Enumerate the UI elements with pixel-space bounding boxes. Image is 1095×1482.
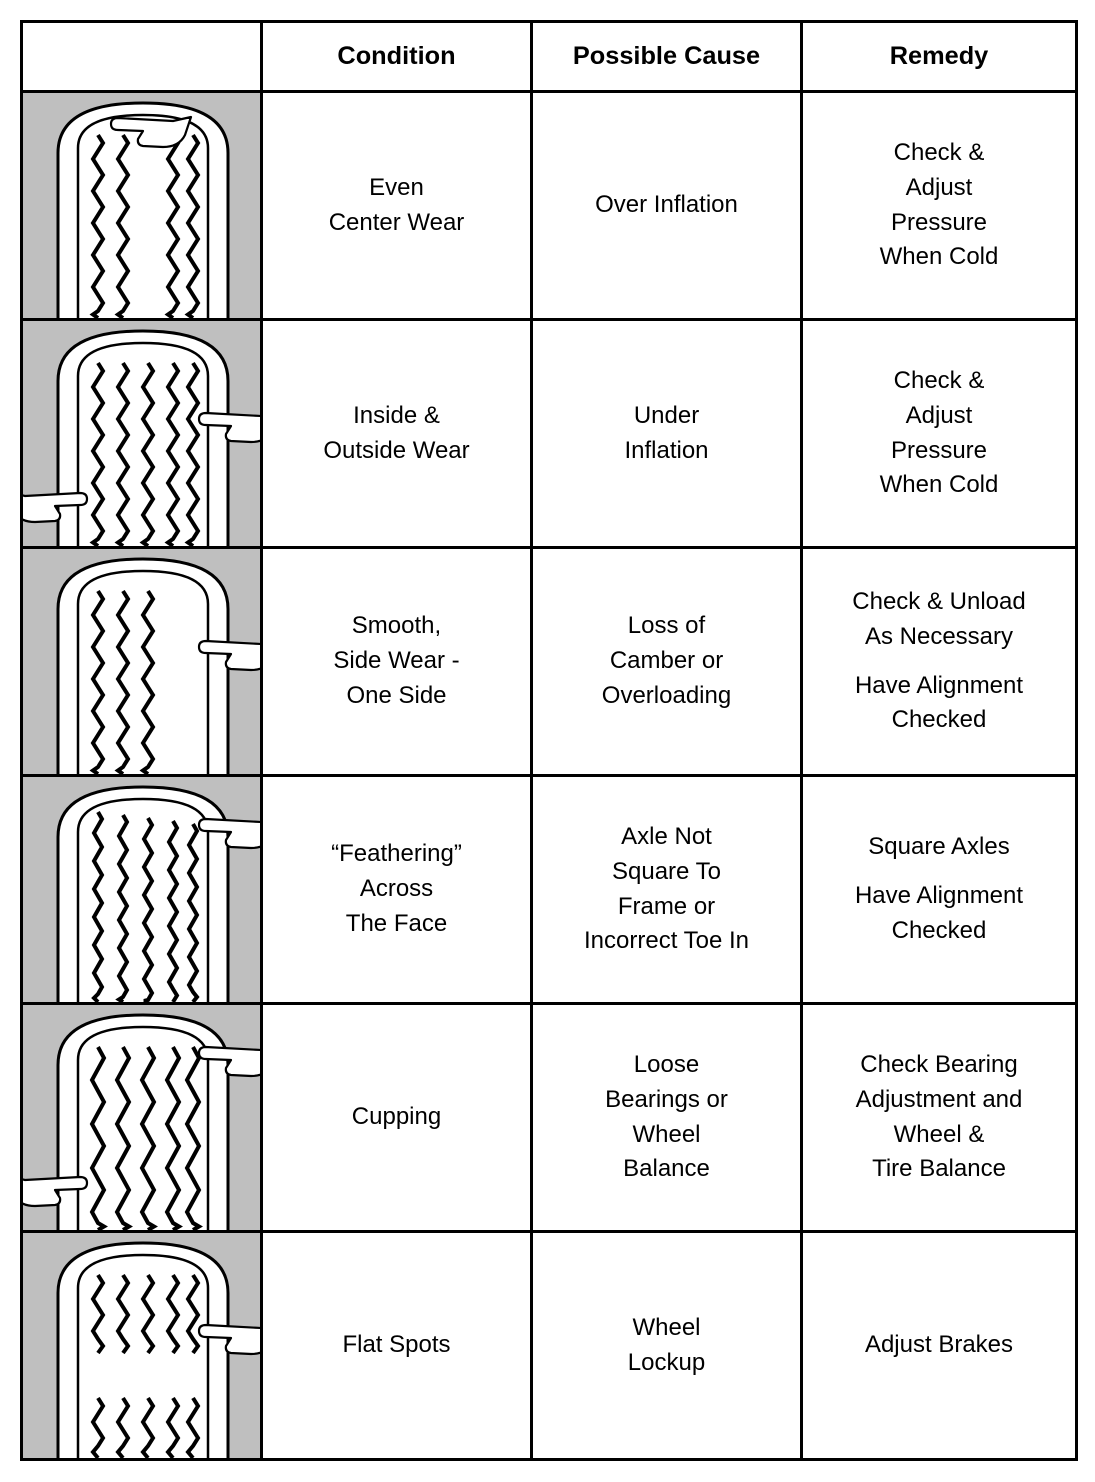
tire-diagram-icon xyxy=(23,549,260,774)
cause-cell: Loss ofCamber orOverloading xyxy=(532,548,802,776)
condition-cell: Inside &Outside Wear xyxy=(262,320,532,548)
tire-wear-table-wrapper: Condition Possible Cause Remedy EvenCent… xyxy=(20,20,1075,1461)
header-remedy: Remedy xyxy=(802,22,1077,92)
header-image xyxy=(22,22,262,92)
remedy-cell: Check &AdjustPressureWhen Cold xyxy=(802,320,1077,548)
tire-diagram-icon xyxy=(23,1233,260,1458)
remedy-cell: Check &AdjustPressureWhen Cold xyxy=(802,92,1077,320)
tire-diagram-cell xyxy=(22,776,262,1004)
tire-diagram-cell xyxy=(22,320,262,548)
cause-cell: WheelLockup xyxy=(532,1232,802,1460)
remedy-cell: Check & UnloadAs NecessaryHave Alignment… xyxy=(802,548,1077,776)
tire-diagram-icon xyxy=(23,93,260,318)
header-cause: Possible Cause xyxy=(532,22,802,92)
tire-diagram-icon xyxy=(23,321,260,546)
cause-cell: Over Inflation xyxy=(532,92,802,320)
condition-cell: “Feathering”AcrossThe Face xyxy=(262,776,532,1004)
header-condition: Condition xyxy=(262,22,532,92)
tire-wear-table: Condition Possible Cause Remedy EvenCent… xyxy=(20,20,1078,1461)
cause-cell: UnderInflation xyxy=(532,320,802,548)
table-row: CuppingLooseBearings orWheelBalanceCheck… xyxy=(22,1004,1077,1232)
condition-cell: Smooth,Side Wear -One Side xyxy=(262,548,532,776)
tire-diagram-cell xyxy=(22,548,262,776)
cause-cell: Axle NotSquare ToFrame orIncorrect Toe I… xyxy=(532,776,802,1004)
tire-diagram-icon xyxy=(23,1005,260,1230)
table-row: Inside &Outside WearUnderInflationCheck … xyxy=(22,320,1077,548)
table-row: “Feathering”AcrossThe FaceAxle NotSquare… xyxy=(22,776,1077,1004)
cause-cell: LooseBearings orWheelBalance xyxy=(532,1004,802,1232)
remedy-cell: Adjust Brakes xyxy=(802,1232,1077,1460)
tire-diagram-icon xyxy=(23,777,260,1002)
tire-diagram-cell xyxy=(22,1004,262,1232)
table-row: EvenCenter WearOver InflationCheck &Adju… xyxy=(22,92,1077,320)
remedy-cell: Check BearingAdjustment andWheel &Tire B… xyxy=(802,1004,1077,1232)
condition-cell: Flat Spots xyxy=(262,1232,532,1460)
header-row: Condition Possible Cause Remedy xyxy=(22,22,1077,92)
tire-diagram-cell xyxy=(22,92,262,320)
tire-diagram-cell xyxy=(22,1232,262,1460)
condition-cell: Cupping xyxy=(262,1004,532,1232)
remedy-cell: Square AxlesHave AlignmentChecked xyxy=(802,776,1077,1004)
table-row: Flat SpotsWheelLockupAdjust Brakes xyxy=(22,1232,1077,1460)
condition-cell: EvenCenter Wear xyxy=(262,92,532,320)
table-row: Smooth,Side Wear -One SideLoss ofCamber … xyxy=(22,548,1077,776)
